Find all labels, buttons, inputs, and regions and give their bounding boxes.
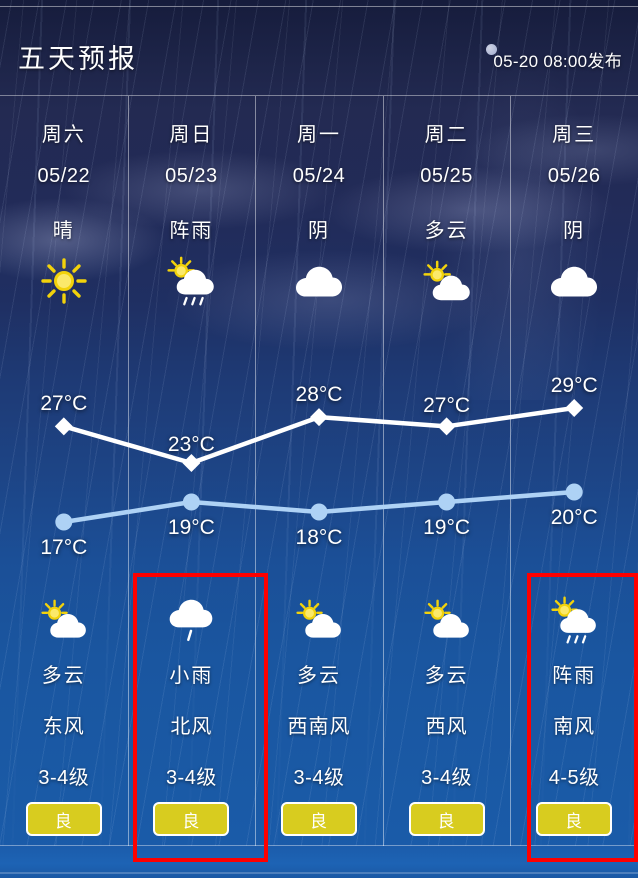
sun-cloud-icon — [383, 251, 511, 311]
night-condition: 小雨 — [169, 665, 214, 687]
air-quality-badge[interactable]: 良 — [408, 802, 485, 836]
forecast-day-column[interactable]: 周六 05/22 晴多云东风 3-4级良 — [0, 96, 128, 846]
air-quality-badge[interactable]: 良 — [536, 802, 613, 836]
forecast-day-column[interactable]: 周三 05/26 阴阵雨南风 4-5级良 — [510, 96, 638, 846]
forecast-day-column[interactable]: 周日 05/23 阵雨小雨北风 3-4级良 — [128, 96, 256, 846]
night-condition: 多云 — [296, 665, 341, 687]
sun-cloud-icon — [383, 592, 511, 648]
day-condition: 阴 — [563, 220, 586, 242]
day-date: 05/22 — [37, 165, 91, 187]
day-condition: 多云 — [424, 220, 469, 242]
wind-level: 3-4级 — [165, 767, 217, 789]
header-bar: 五天预报 05-20 08:00发布 — [0, 0, 638, 96]
wind-direction: 西风 — [425, 716, 468, 738]
day-weekday: 周六 — [41, 124, 86, 146]
sun-cloud-rain-icon — [128, 251, 256, 311]
header-top-divider — [0, 6, 638, 7]
moon-icon — [486, 44, 497, 55]
night-condition: 多云 — [424, 665, 469, 687]
bottom-bar — [0, 846, 638, 878]
air-quality-badge[interactable]: 良 — [280, 802, 357, 836]
page-title: 五天预报 — [18, 44, 138, 74]
day-weekday: 周日 — [169, 124, 214, 146]
sun-cloud-icon — [255, 592, 383, 648]
wind-direction: 南风 — [553, 716, 596, 738]
night-condition: 阵雨 — [552, 665, 597, 687]
published-time: 05-20 08:00发布 — [493, 52, 622, 71]
column-divider — [510, 96, 512, 846]
wind-direction: 东风 — [42, 716, 85, 738]
sun-cloud-icon — [0, 592, 128, 648]
wind-direction: 北风 — [170, 716, 213, 738]
day-weekday: 周一 — [296, 124, 341, 146]
day-date: 05/25 — [420, 165, 473, 187]
wind-level: 4-5级 — [548, 767, 600, 789]
bottom-divider — [0, 845, 638, 846]
header-bottom-divider — [0, 95, 638, 96]
wind-direction: 西南风 — [287, 716, 351, 738]
day-condition: 阵雨 — [169, 220, 214, 242]
forecast-day-column[interactable]: 周二 05/25 多云 多云 西风 3-4级良 — [383, 96, 511, 846]
column-divider — [127, 96, 129, 846]
day-date: 05/24 — [292, 165, 346, 187]
day-weekday: 周三 — [552, 124, 597, 146]
day-weekday: 周二 — [424, 124, 469, 146]
day-date: 05/23 — [165, 165, 218, 187]
forecast-columns: 周六 05/22 晴多云 东风 3-4级良周日 05/23 阵雨 小雨 北风 3-4级良周一 05/… — [0, 96, 638, 846]
wind-level: 3-4级 — [421, 767, 473, 789]
sun-cloud-rain-icon — [510, 592, 638, 648]
cloud-rain-icon — [128, 592, 256, 648]
day-condition: 晴 — [52, 220, 75, 242]
sun-icon — [0, 251, 128, 311]
night-condition: 多云 — [41, 665, 86, 687]
bottom-bar-edge — [0, 872, 638, 874]
day-date: 05/26 — [547, 165, 601, 187]
column-divider — [255, 96, 257, 846]
wind-level: 3-4级 — [38, 767, 90, 789]
wind-level: 3-4级 — [293, 767, 345, 789]
cloud-icon — [255, 251, 383, 311]
cloud-icon — [510, 251, 638, 311]
forecast-day-column[interactable]: 周一 05/24 阴多云西南风 3-4级良 — [255, 96, 383, 846]
day-condition: 阴 — [307, 220, 330, 242]
air-quality-badge[interactable]: 良 — [25, 802, 102, 836]
column-divider — [382, 96, 384, 846]
air-quality-badge[interactable]: 良 — [153, 802, 230, 836]
